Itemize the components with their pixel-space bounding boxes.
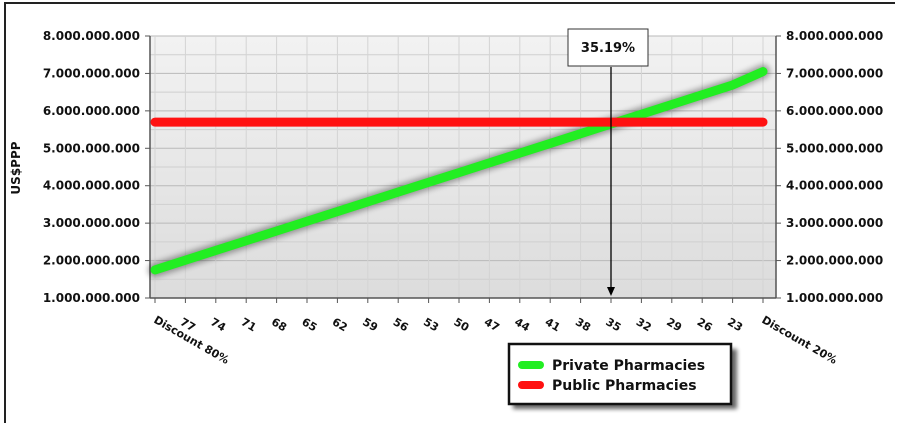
y-tick-label: 4.000.000.000 [43,179,140,193]
y-tick-label: 8.000.000.000 [43,29,140,43]
y-tick-label-right: 8.000.000.000 [786,29,883,43]
x-tick-label: 23 [725,315,745,334]
y-tick-label: 2.000.000.000 [43,254,140,268]
series-line [150,67,768,275]
y-tick-label: 1.000.000.000 [43,291,140,305]
x-tick-label: 32 [634,315,654,334]
y-tick-label-right: 3.000.000.000 [786,216,883,230]
y-tick-label-right: 7.000.000.000 [786,66,883,80]
y-tick-label-right: 6.000.000.000 [786,104,883,118]
x-tick-label: 62 [330,315,350,334]
x-tick-label: 59 [360,315,380,334]
annotation-box [567,28,649,67]
x-tick-label: 47 [482,315,502,334]
x-tick-label: 44 [512,315,532,334]
x-tick-label: 38 [573,315,593,334]
series-layer [148,64,770,277]
legend-label: Public Pharmacies [552,378,697,394]
annotation: 35.19% [567,28,649,296]
y-axis-right: 1.000.000.000 2.000.000.000 3.000.000.000 4… [776,29,883,305]
x-tick-label: 29 [664,315,684,334]
x-tick-label: 50 [452,315,472,334]
y-tick-label-right: 4.000.000.000 [786,179,883,193]
chart-frame [4,2,895,423]
x-tick-label: 41 [543,315,563,334]
y-tick-label-right: 5.000.000.000 [786,141,883,155]
x-tick-label: 26 [695,315,715,334]
legend: Private Pharmacies Public Pharmacies [507,342,737,409]
x-tick-label: 53 [421,315,441,334]
y-tick-label: 6.000.000.000 [43,104,140,118]
x-tick-label: 68 [269,315,289,334]
y-tick-label-right: 2.000.000.000 [786,254,883,268]
y-tick-label: 3.000.000.000 [43,216,140,230]
x-tick-label: 35 [604,315,624,334]
x-tick-label: 56 [391,315,411,334]
x-tick-label: 65 [300,315,320,334]
y-tick-label: 7.000.000.000 [43,66,140,80]
y-tick-label-right: 1.000.000.000 [786,291,883,305]
y-axis-title: US$PPP [9,141,23,194]
x-tick-label: Discount 20% [760,313,840,367]
x-tick-label: 71 [239,315,259,334]
annotation-arrowhead [607,287,615,296]
y-axis-left: 1.000.000.000 2.000.000.000 3.000.000.000 4… [43,29,150,305]
legend-label: Private Pharmacies [552,358,705,374]
annotation-label: 35.19% [581,41,635,56]
legend-box [507,342,733,406]
x-tick-label: 74 [208,315,228,334]
y-tick-label: 5.000.000.000 [43,141,140,155]
